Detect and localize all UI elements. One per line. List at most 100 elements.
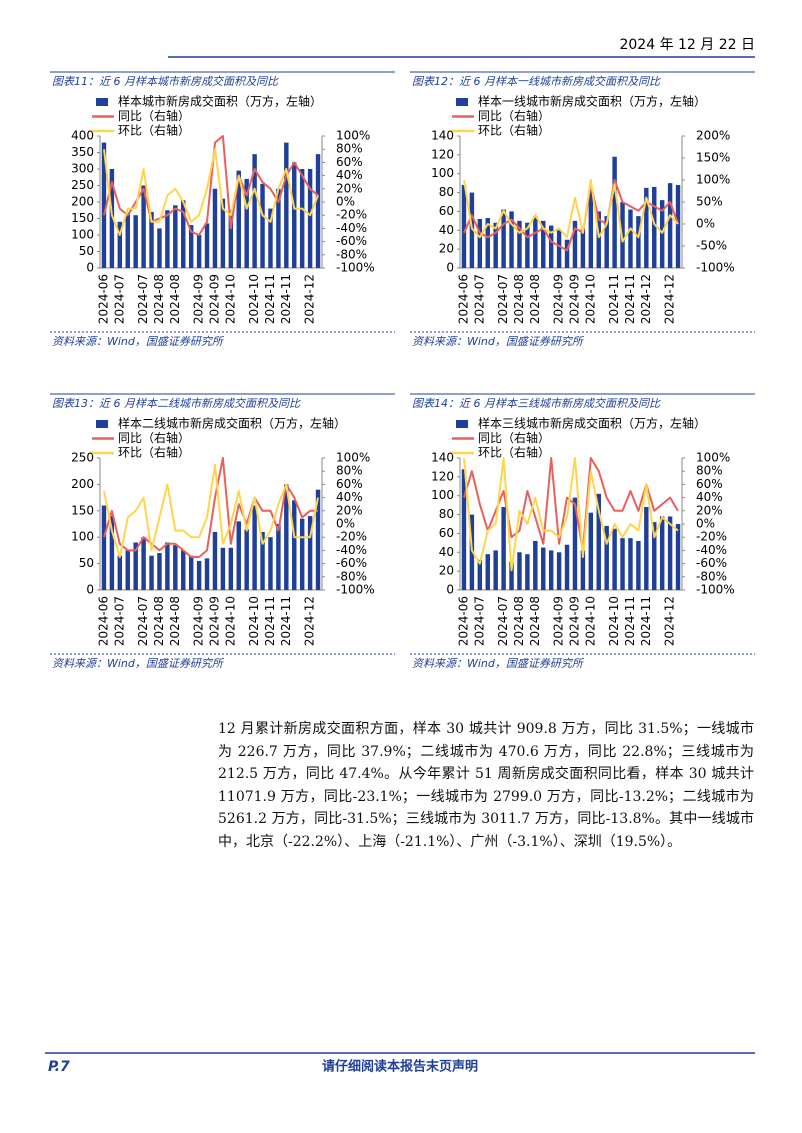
y2-tick-label: -60%	[336, 234, 367, 248]
series-line	[463, 179, 679, 243]
bar	[477, 218, 483, 268]
y2-tick-label: -80%	[336, 569, 367, 583]
bar	[299, 169, 305, 268]
legend-label: 同比（右轴）	[478, 430, 550, 445]
x-tick-label: 2024-08	[528, 274, 542, 324]
chart-title: 图表13：近 6 月样本二线城市新房成交面积及同比	[52, 397, 301, 410]
y-tick-label: 0	[86, 261, 94, 275]
bar	[244, 529, 249, 590]
x-tick-label: 2024-12	[303, 274, 317, 324]
x-tick-label: 2024-08	[512, 274, 526, 324]
bar	[548, 550, 554, 590]
bar	[204, 223, 210, 268]
bar	[284, 484, 289, 590]
y2-tick-label: -60%	[696, 556, 727, 570]
bar	[461, 469, 467, 590]
bar	[659, 516, 665, 590]
bar	[580, 228, 586, 268]
chart-title: 图表14：近 6 月样本三线城市新房成交面积及同比	[412, 397, 661, 410]
y2-tick-label: -20%	[336, 530, 367, 544]
bar	[485, 554, 490, 590]
bar	[493, 550, 498, 590]
bar	[493, 222, 498, 268]
bar	[307, 516, 313, 590]
x-tick-label: 2024-07	[496, 596, 510, 646]
y2-tick-label: 60%	[696, 477, 723, 491]
legend-swatch	[96, 98, 108, 106]
bar	[517, 220, 522, 268]
bar	[228, 547, 234, 590]
x-tick-label: 2024-10	[247, 596, 261, 646]
legend-label: 样本一线城市新房成交面积（万方，左轴）	[478, 94, 706, 109]
bar	[541, 547, 546, 590]
bar	[596, 493, 601, 590]
y-tick-label: 140	[431, 129, 454, 143]
bar	[149, 555, 154, 590]
x-tick-label: 2024-09	[207, 274, 221, 324]
bar	[181, 550, 186, 590]
bar	[212, 188, 218, 268]
bar	[620, 538, 625, 590]
x-tick-label: 2024-10	[583, 596, 597, 646]
y2-tick-label: -40%	[696, 543, 727, 557]
x-tick-label: 2024-07	[112, 596, 126, 646]
legend-label: 同比（右轴）	[478, 108, 550, 123]
x-tick-label: 2024-10	[247, 274, 261, 324]
bar	[157, 228, 162, 268]
x-tick-label: 2024-07	[112, 274, 126, 324]
bar	[533, 540, 538, 590]
y-tick-label: 100	[431, 488, 454, 502]
legend-swatch	[96, 420, 108, 428]
legend-label: 环比（右轴）	[118, 123, 190, 138]
bar	[117, 221, 123, 268]
footer-notice: 请仔细阅读本报告末页声明	[322, 1059, 478, 1075]
bar	[675, 524, 681, 590]
x-tick-label: 2024-09	[552, 596, 566, 646]
bar	[157, 553, 162, 590]
y-tick-label: 20	[439, 242, 454, 256]
y2-tick-label: -80%	[696, 569, 727, 583]
bar	[628, 209, 633, 268]
series-line	[463, 457, 679, 552]
x-tick-label: 2024-11	[263, 274, 277, 324]
chart-source: 资料来源：Wind，国盛证券研究所	[52, 335, 225, 348]
y2-tick-label: 100%	[336, 129, 370, 143]
bar	[236, 170, 241, 268]
y2-tick-label: 80%	[336, 142, 363, 156]
x-tick-label: 2024-08	[152, 596, 166, 646]
bar	[525, 554, 530, 590]
series-line	[103, 463, 319, 558]
series-line	[103, 135, 319, 236]
bar	[299, 518, 305, 590]
y2-tick-label: 80%	[336, 464, 363, 478]
bar	[260, 531, 265, 590]
chart-title: 图表11：近 6 月样本城市新房成交面积及同比	[52, 75, 279, 88]
y-tick-label: 80	[439, 185, 454, 199]
bar	[525, 222, 530, 268]
bar	[220, 547, 226, 590]
y-tick-label: 120	[431, 147, 454, 161]
legend-label: 环比（右轴）	[478, 445, 550, 460]
x-tick-label: 2024-11	[623, 274, 637, 324]
y2-tick-label: -100%	[696, 261, 735, 275]
y2-tick-label: 20%	[336, 503, 363, 517]
bar	[268, 537, 273, 590]
y-tick-label: 40	[439, 545, 454, 559]
y-tick-label: 120	[431, 469, 454, 483]
y-tick-label: 20	[439, 564, 454, 578]
y2-tick-label: 60%	[336, 155, 363, 169]
bar	[125, 213, 130, 268]
x-tick-label: 2024-08	[152, 274, 166, 324]
x-tick-label: 2024-08	[168, 274, 182, 324]
x-tick-label: 2024-07	[472, 596, 486, 646]
y-tick-label: 0	[86, 583, 94, 597]
legend-label: 样本城市新房成交面积（万方，左轴）	[118, 94, 322, 109]
bar	[260, 183, 265, 268]
bar	[548, 225, 554, 268]
x-tick-label: 2024-06	[96, 596, 110, 646]
page-number: P.7	[48, 1059, 70, 1075]
x-tick-label: 2024-06	[456, 274, 470, 324]
chart-source: 资料来源：Wind，国盛证券研究所	[412, 335, 585, 348]
